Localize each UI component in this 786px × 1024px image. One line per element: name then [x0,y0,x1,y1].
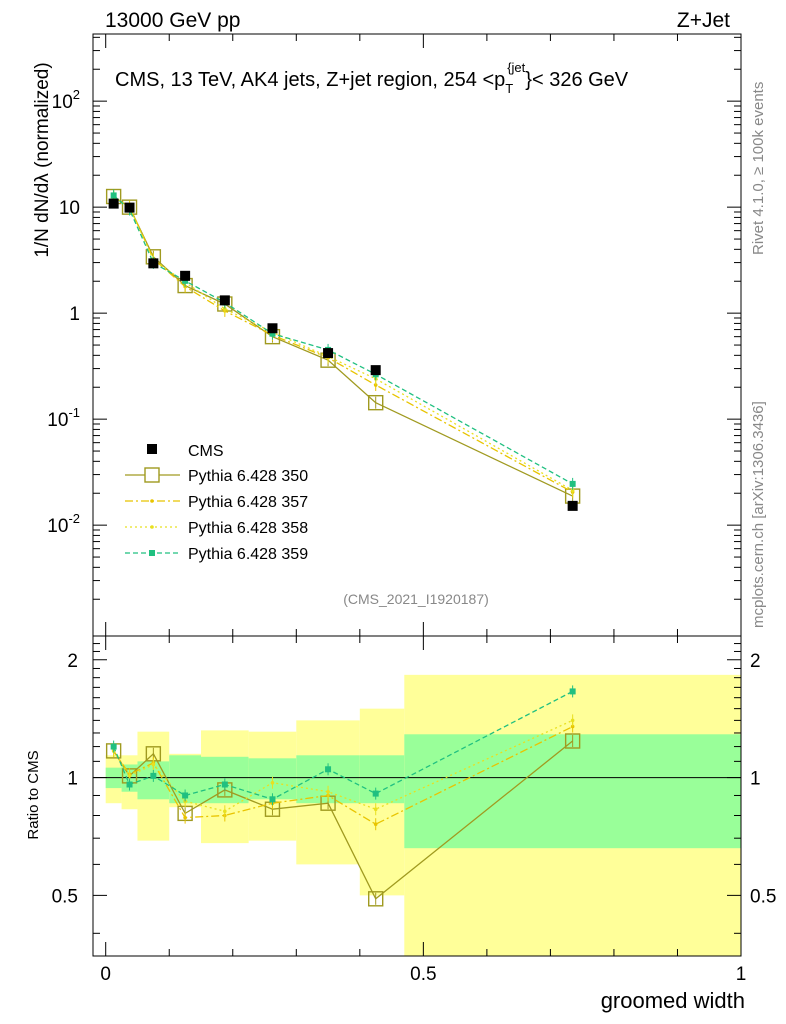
cms-data-point [148,258,159,269]
main-series-point [570,488,575,493]
ratio-series-point [326,789,330,794]
side-label-top-text: Rivet 4.1.0, ≥ 100k events [750,82,767,255]
main-series-lines [105,188,581,511]
ratio-series-line [113,726,573,825]
x-axis-label: groomed width [601,988,745,1013]
legend-label: Pythia 6.428 359 [188,546,308,563]
ratio-y-tick-label-right: 2 [750,651,761,672]
legend-marker [149,550,155,556]
chart-title-suffix: }< 326 GeV [525,69,629,91]
main-series-point [110,192,117,199]
x-tick-label: 0 [100,964,111,985]
cms-data-point [108,198,119,209]
y-label-ratio-text: Ratio to CMS [25,750,42,839]
ratio-series-point [570,718,575,723]
ratio-series-point [150,772,157,779]
side-label-bottom-text: mcplots.cern.ch [arXiv:1306.3436] [750,401,767,628]
ratio-series-point [126,781,133,788]
ratio-series-point [564,733,581,749]
side-label-bottom: mcplots.cern.ch [arXiv:1306.3436] [750,401,767,628]
chart-title: CMS, 13 TeV, AK4 jets, Z+jet region, 254… [115,60,629,96]
ratio-series-point [183,815,187,820]
cms-data-point [124,202,135,213]
y-tick-label-exp: 2 [73,87,80,102]
legend-label: Pythia 6.428 350 [188,468,308,485]
y-axis-label-main: 1/N dN/dλ (normalized) [32,62,53,257]
main-series-point [569,480,576,487]
main-series-line [113,194,573,485]
plot-frames [92,33,742,957]
chart-title-main: CMS, 13 TeV, AK4 jets, Z+jet region, 254… [115,69,505,91]
chart-title-sub: T [505,81,513,96]
main-series-point [223,306,227,311]
ratio-frame [92,635,742,957]
y-tick-label-exp: -2 [68,511,80,526]
ratio-band-green [404,734,741,849]
ratio-y-tick-label-right: 0.5 [750,886,776,907]
ratio-band-green [359,755,405,804]
legend-marker [150,525,154,529]
main-series-line [113,196,573,493]
ratio-series-point [151,762,156,767]
y-tick-label: 10-1 [47,405,80,431]
ratio-series-point [373,807,378,812]
legend-label: Pythia 6.428 358 [188,520,308,537]
ratio-y-tick-label: 0.5 [52,886,78,907]
ratio-series-point [373,822,378,827]
legend-marker [144,467,160,483]
ratio-y-tick-label: 2 [67,651,78,672]
y-tick-label-base: 10 [52,92,73,113]
ratio-series-point [569,688,576,695]
ratio-series-point [269,796,276,803]
main-series-point [373,383,378,387]
ratio-y-tick-label: 1 [67,769,78,790]
ratio-uncertainty-bands [93,674,741,956]
ratio-series-point [270,780,275,785]
cms-data-point [323,348,334,359]
y-tick-label: 102 [52,87,80,113]
y-tick-label: 10 [59,198,80,219]
header-left: 13000 GeV pp [105,9,240,32]
y-axis-label-ratio: Ratio to CMS [25,750,42,839]
main-series-point [269,330,276,337]
ratio-series-point [325,766,332,773]
y-tick-label-base: 10 [47,516,68,537]
legend-label: Pythia 6.428 357 [188,494,308,511]
cms-data-point [267,323,278,334]
cms-data-point [567,500,578,511]
ratio-series-lines [105,685,581,907]
ratio-series-point [372,790,379,797]
y-tick-label-base: 1 [69,304,80,325]
legend-label: CMS [188,443,224,460]
chart-title-sup: {jet [507,60,525,75]
ratio-series-point [110,743,117,750]
x-tick-label: 0.5 [410,964,436,985]
ratio-y-tick-label-right: 1 [750,769,761,790]
header-right: Z+Jet [677,9,730,32]
legend-marker [150,499,154,503]
cms-data-point [180,270,191,281]
ratio-series-point [127,774,132,778]
y-tick-label-exp: -1 [68,405,80,420]
ratio-series-point [182,792,189,799]
side-label-top: Rivet 4.1.0, ≥ 100k events [750,82,767,255]
x-tick-label: 1 [736,964,747,985]
legend: CMS Pythia 6.428 350 Pythia 6.428 357 Pythi… [125,443,308,563]
y-tick-label-base: 10 [47,410,68,431]
y-tick-label: 1 [69,304,80,325]
ratio-series-point [368,891,384,907]
cms-data-point [219,295,230,306]
ratio-series-point [223,809,227,814]
analysis-id: (CMS_2021_I1920187) [343,591,489,607]
legend-marker [147,444,157,454]
y-label-main-text: 1/N dN/dλ (normalized) [32,62,53,257]
y-tick-label: 10-2 [47,511,80,537]
main-series-point [368,394,384,411]
ratio-series-point [570,724,575,729]
ratio-series-point [221,781,228,788]
y-tick-label-base: 10 [59,198,80,219]
cms-data-point [370,365,381,376]
